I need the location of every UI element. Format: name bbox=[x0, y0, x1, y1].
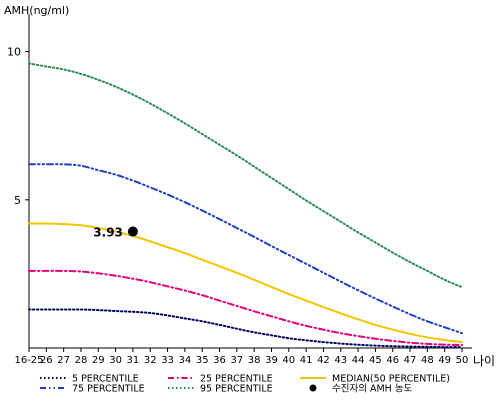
x-tick-label: 38 bbox=[248, 355, 261, 366]
series-line-4 bbox=[28, 62, 463, 289]
x-tick-label: 31 bbox=[127, 355, 140, 366]
x-tick-label: 30 bbox=[109, 355, 122, 366]
point-layer: 3.93 bbox=[93, 226, 138, 240]
legend-label-1: 25 PERCENTILE bbox=[200, 374, 273, 385]
x-tick-label: 28 bbox=[75, 355, 88, 366]
y-tick-label: 5 bbox=[14, 194, 21, 207]
x-tick-label: 39 bbox=[265, 355, 278, 366]
x-tick-label: 33 bbox=[161, 355, 174, 366]
x-tick-label: 35 bbox=[196, 355, 209, 366]
x-tick-label: 47 bbox=[404, 355, 417, 366]
x-tick-label: 40 bbox=[282, 355, 295, 366]
x-tick-label: 42 bbox=[317, 355, 330, 366]
series-line-1 bbox=[28, 269, 463, 346]
x-tick-label: 49 bbox=[438, 355, 451, 366]
patient-amh-value-label: 3.93 bbox=[93, 226, 123, 240]
x-tick-label: 45 bbox=[369, 355, 382, 366]
x-tick-label: 16-25 bbox=[14, 355, 43, 366]
x-tick-label: 43 bbox=[334, 355, 347, 366]
legend: 5 PERCENTILE 25 PERCENTILE MEDIAN(50 PERCE… bbox=[40, 374, 450, 395]
x-tick-label: 36 bbox=[213, 355, 226, 366]
x-tick-label: 26 bbox=[40, 355, 53, 366]
patient-amh-point bbox=[127, 226, 138, 237]
x-tick-label: 34 bbox=[179, 355, 192, 366]
x-tick-label: 41 bbox=[300, 355, 313, 366]
x-tick-label: 29 bbox=[92, 355, 105, 366]
legend-label-0: 5 PERCENTILE bbox=[72, 374, 139, 385]
x-tick-label: 46 bbox=[386, 355, 399, 366]
legend-point-marker bbox=[309, 384, 317, 392]
legend-label-4: 95 PERCENTILE bbox=[200, 384, 273, 395]
y-tick-label: 10 bbox=[7, 46, 21, 59]
series-layer bbox=[28, 62, 463, 349]
x-tick-label: 44 bbox=[352, 355, 365, 366]
series-line-3 bbox=[28, 163, 463, 335]
x-tick-label: 27 bbox=[57, 355, 70, 366]
series-line-0 bbox=[28, 308, 463, 349]
legend-label-3: 75 PERCENTILE bbox=[72, 384, 145, 395]
legend-point-label: 수진자의 AMH 농도 bbox=[332, 384, 413, 395]
series-line-2 bbox=[28, 222, 463, 344]
x-axis-label: 나이 bbox=[473, 354, 495, 368]
x-tick-label: 50 bbox=[456, 355, 469, 366]
x-tick-label: 37 bbox=[230, 355, 243, 366]
x-tick-label: 48 bbox=[421, 355, 434, 366]
x-tick-label: 32 bbox=[144, 355, 157, 366]
y-axis-label: AMH(ng/ml) bbox=[4, 4, 69, 17]
legend-label-2: MEDIAN(50 PERCENTILE) bbox=[332, 374, 450, 385]
